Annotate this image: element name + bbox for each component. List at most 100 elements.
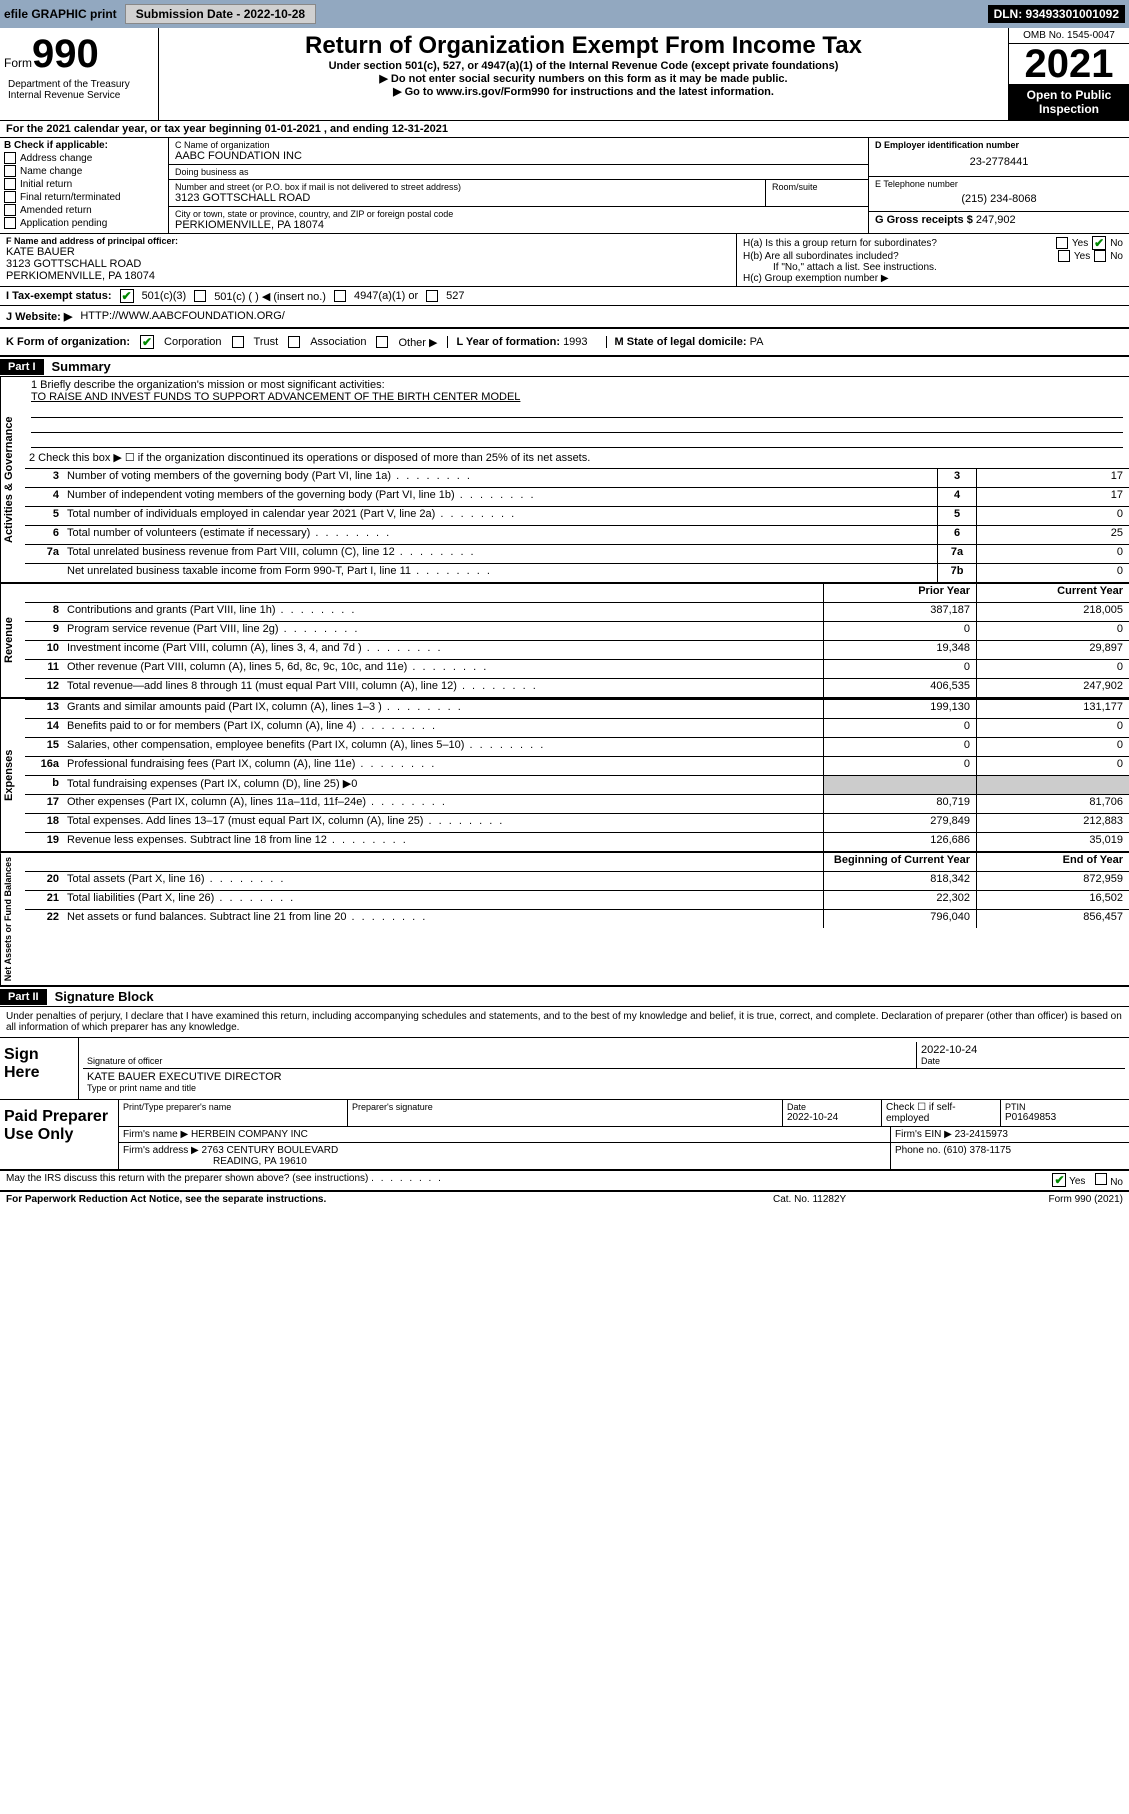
prior-year-value: 80,719 (823, 795, 976, 813)
line-number: 21 (25, 891, 63, 909)
checkbox-icon[interactable] (334, 290, 346, 302)
current-year-value: 856,457 (976, 910, 1129, 928)
summary-line: 21 Total liabilities (Part X, line 26) 2… (25, 890, 1129, 909)
section-j-website: J Website: ▶ HTTP://WWW.AABCFOUNDATION.O… (0, 306, 1129, 329)
checkbox-checked-icon[interactable]: ✔ (140, 335, 154, 349)
summary-line: 9 Program service revenue (Part VIII, li… (25, 621, 1129, 640)
checkbox-icon[interactable] (1095, 1173, 1107, 1185)
checkbox-icon[interactable] (1056, 237, 1068, 249)
checkbox-initial-return[interactable]: Initial return (4, 178, 164, 190)
part-2-label: Part II (0, 989, 47, 1005)
prior-year-value: 406,535 (823, 679, 976, 697)
summary-line: 17 Other expenses (Part IX, column (A), … (25, 794, 1129, 813)
room-suite: Room/suite (766, 180, 868, 206)
sign-date-field: 2022-10-24 Date (916, 1042, 1125, 1069)
summary-line: 18 Total expenses. Add lines 13–17 (must… (25, 813, 1129, 832)
line-desc: Contributions and grants (Part VIII, lin… (63, 603, 823, 621)
current-year-value: 0 (976, 660, 1129, 678)
line-number: 19 (25, 833, 63, 851)
prior-year-value: 0 (823, 757, 976, 775)
addr-street: Number and street (or P.O. box if mail i… (169, 180, 766, 206)
preparer-date-cell: Date2022-10-24 (783, 1100, 882, 1126)
section-l: L Year of formation: 1993 (447, 336, 595, 348)
checkbox-icon[interactable] (1058, 250, 1070, 262)
checkbox-icon (4, 165, 16, 177)
section-c-org: C Name of organization AABC FOUNDATION I… (169, 138, 868, 233)
line-value: 25 (977, 526, 1129, 544)
line-number: 3 (25, 469, 63, 487)
summary-governance: Activities & Governance 1 Briefly descri… (0, 377, 1129, 584)
governance-line: 4 Number of independent voting members o… (25, 487, 1129, 506)
preparer-row-2: Firm's name ▶ HERBEIN COMPANY INC Firm's… (119, 1127, 1129, 1143)
paid-preparer-section: Paid Preparer Use Only Print/Type prepar… (0, 1100, 1129, 1171)
city-value: PERKIOMENVILLE, PA 18074 (175, 219, 862, 231)
net-assets-header-row: Beginning of Current Year End of Year (25, 853, 1129, 871)
box-number: 3 (937, 469, 977, 487)
summary-line: 8 Contributions and grants (Part VIII, l… (25, 602, 1129, 621)
checkbox-icon[interactable] (1094, 250, 1106, 262)
line-number: 7a (25, 545, 63, 563)
section-b-checkboxes: B Check if applicable: Address change Na… (0, 138, 169, 233)
officer-signature-field[interactable]: Signature of officer (83, 1042, 916, 1069)
section-k-l-m: K Form of organization: ✔Corporation Tru… (0, 329, 1129, 357)
current-year-value: 35,019 (976, 833, 1129, 851)
checkbox-icon[interactable] (288, 336, 300, 348)
line-number: 16a (25, 757, 63, 775)
checkbox-amended-return[interactable]: Amended return (4, 204, 164, 216)
addr-value: 3123 GOTTSCHALL ROAD (175, 192, 759, 204)
form-note2: ▶ Go to www.irs.gov/Form990 for instruct… (167, 85, 1000, 98)
checkbox-icon[interactable] (376, 336, 388, 348)
checkbox-icon[interactable] (426, 290, 438, 302)
section-f-h: F Name and address of principal officer:… (0, 234, 1129, 287)
checkbox-application-pending[interactable]: Application pending (4, 217, 164, 229)
k-label: K Form of organization: (6, 336, 130, 348)
open-to-public: Open to Public Inspection (1009, 84, 1129, 120)
line-desc: Total fundraising expenses (Part IX, col… (63, 776, 823, 794)
org-name-box: C Name of organization AABC FOUNDATION I… (169, 138, 868, 165)
ein-box: D Employer identification number 23-2778… (869, 138, 1129, 177)
current-year-value: 29,897 (976, 641, 1129, 659)
line-desc: Professional fundraising fees (Part IX, … (63, 757, 823, 775)
checkbox-name-change[interactable]: Name change (4, 165, 164, 177)
officer-name-field: KATE BAUER EXECUTIVE DIRECTOR Type or pr… (83, 1069, 1125, 1095)
governance-body: 1 Briefly describe the organization's mi… (25, 377, 1129, 582)
line-2: 2 Check this box ▶ ☐ if the organization… (25, 450, 1129, 468)
expenses-body: 13 Grants and similar amounts paid (Part… (25, 699, 1129, 851)
perjury-statement: Under penalties of perjury, I declare th… (0, 1007, 1129, 1038)
prior-year-value: 22,302 (823, 891, 976, 909)
ptin-cell: PTINP01649853 (1001, 1100, 1129, 1126)
checkbox-final-return[interactable]: Final return/terminated (4, 191, 164, 203)
checkbox-checked-icon[interactable]: ✔ (1092, 236, 1106, 250)
line-desc: Number of voting members of the governin… (63, 469, 937, 487)
current-year-header: Current Year (976, 584, 1129, 602)
officer-addr1: 3123 GOTTSCHALL ROAD (6, 258, 730, 270)
line-desc: Salaries, other compensation, employee b… (63, 738, 823, 756)
form-number: Form990 (4, 32, 154, 77)
line-number: 10 (25, 641, 63, 659)
checkbox-icon[interactable] (194, 290, 206, 302)
checkbox-checked-icon[interactable]: ✔ (120, 289, 134, 303)
firm-ein-cell: Firm's EIN ▶ 23-2415973 (891, 1127, 1129, 1142)
checkbox-address-change[interactable]: Address change (4, 152, 164, 164)
prior-year-value (823, 776, 976, 794)
checkbox-checked-icon[interactable]: ✔ (1052, 1173, 1066, 1187)
line-number: 11 (25, 660, 63, 678)
gross-label: G Gross receipts $ (875, 214, 973, 226)
submission-date-button[interactable]: Submission Date - 2022-10-28 (125, 4, 316, 24)
line-number: 4 (25, 488, 63, 506)
officer-name: KATE BAUER (6, 246, 730, 258)
mission-box: 1 Briefly describe the organization's mi… (25, 377, 1129, 450)
h-a-line: H(a) Is this a group return for subordin… (743, 236, 1123, 250)
line-desc: Total number of volunteers (estimate if … (63, 526, 937, 544)
phone-value: (215) 234-8068 (875, 189, 1123, 209)
revenue-sidebar-label: Revenue (0, 584, 25, 697)
end-year-header: End of Year (976, 853, 1129, 871)
website-value[interactable]: HTTP://WWW.AABCFOUNDATION.ORG/ (80, 310, 285, 323)
sign-here-label: Sign Here (0, 1038, 78, 1099)
current-year-value: 0 (976, 622, 1129, 640)
checkbox-icon[interactable] (232, 336, 244, 348)
prior-year-header: Prior Year (823, 584, 976, 602)
summary-line: 11 Other revenue (Part VIII, column (A),… (25, 659, 1129, 678)
line-number: 18 (25, 814, 63, 832)
blank-line (31, 433, 1123, 448)
